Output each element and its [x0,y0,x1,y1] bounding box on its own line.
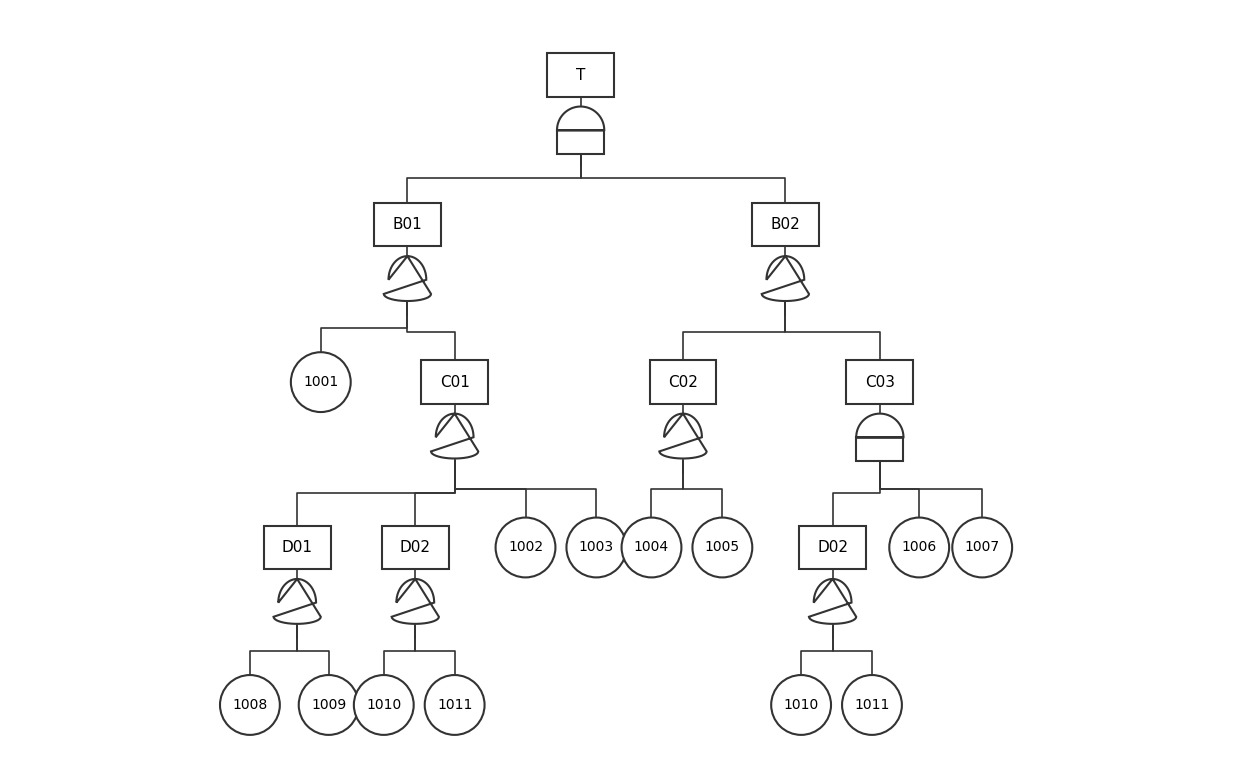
FancyBboxPatch shape [799,526,866,569]
Circle shape [621,518,682,577]
Text: C01: C01 [440,374,470,390]
Polygon shape [557,107,604,130]
Circle shape [842,675,901,735]
Text: 1001: 1001 [303,375,339,389]
Circle shape [496,518,556,577]
Text: 1003: 1003 [579,541,614,555]
FancyBboxPatch shape [264,526,331,569]
Circle shape [353,675,414,735]
Text: 1011: 1011 [436,698,472,712]
Circle shape [219,675,280,735]
Circle shape [567,518,626,577]
Polygon shape [857,413,904,438]
Text: C03: C03 [864,374,895,390]
Text: B01: B01 [393,217,423,232]
Polygon shape [383,256,432,301]
Text: 1008: 1008 [232,698,268,712]
FancyBboxPatch shape [847,360,914,404]
FancyBboxPatch shape [751,203,818,246]
Text: 1009: 1009 [311,698,346,712]
Text: B02: B02 [770,217,800,232]
Polygon shape [761,256,808,301]
Polygon shape [274,579,321,624]
Polygon shape [808,579,857,624]
Text: D02: D02 [817,540,848,555]
Text: 1004: 1004 [634,541,670,555]
Text: C02: C02 [668,374,698,390]
Circle shape [889,518,949,577]
Text: T: T [575,68,585,83]
Polygon shape [557,130,604,154]
Text: 1007: 1007 [965,541,999,555]
Polygon shape [660,413,707,459]
Polygon shape [432,413,479,459]
FancyBboxPatch shape [547,53,614,97]
Text: 1011: 1011 [854,698,889,712]
Circle shape [771,675,831,735]
Text: 1005: 1005 [704,541,740,555]
Circle shape [299,675,358,735]
Circle shape [291,353,351,412]
Circle shape [692,518,753,577]
Text: 1002: 1002 [508,541,543,555]
FancyBboxPatch shape [422,360,489,404]
Text: 1010: 1010 [784,698,818,712]
Text: 1006: 1006 [901,541,937,555]
FancyBboxPatch shape [650,360,717,404]
Text: 1010: 1010 [366,698,402,712]
Text: D01: D01 [281,540,312,555]
Polygon shape [392,579,439,624]
FancyBboxPatch shape [374,203,441,246]
Text: D02: D02 [399,540,430,555]
Polygon shape [857,438,904,461]
FancyBboxPatch shape [382,526,449,569]
Circle shape [425,675,485,735]
Circle shape [952,518,1012,577]
